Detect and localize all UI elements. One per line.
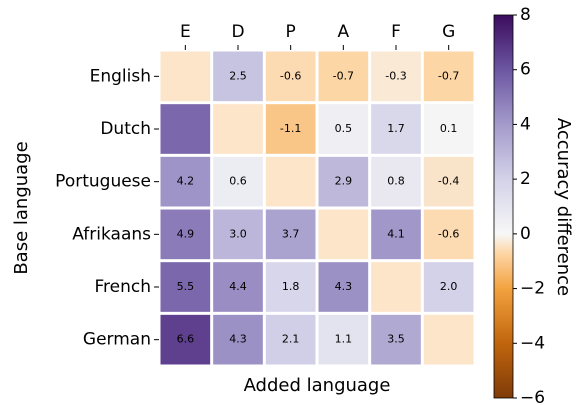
y-axis-label: Base language [11, 141, 32, 274]
cell-label: 4.2 [177, 175, 195, 188]
heatmap-cell [160, 209, 211, 260]
cell-label: 2.0 [440, 280, 458, 293]
y-tick-label: Afrikaans [72, 224, 151, 244]
cell-label: 1.8 [282, 280, 300, 293]
y-tick-label: Portuguese [55, 172, 151, 192]
x-tick-label: F [391, 22, 401, 42]
heatmap-cell [265, 262, 316, 312]
x-tick-label: P [286, 22, 296, 42]
colorbar-tick-label: 8 [520, 5, 531, 25]
cell-label: 0.1 [440, 122, 458, 135]
heatmap-cell [371, 314, 421, 365]
heatmap-cell [371, 51, 421, 102]
heatmap-cell [318, 314, 369, 365]
heatmap-cell [423, 209, 474, 260]
cell-label: -0.4 [438, 175, 459, 188]
heatmap-cell [423, 51, 474, 102]
heatmap-cell [160, 51, 211, 102]
x-tick-label: A [338, 22, 350, 42]
colorbar-tick-label: −2 [520, 279, 545, 299]
cell-label: -0.3 [385, 69, 406, 82]
heatmap-cell [423, 156, 474, 207]
cell-label: 4.4 [229, 280, 247, 293]
cell-label: -0.6 [438, 227, 459, 240]
heatmap-cell [318, 104, 369, 154]
heatmap-cell [213, 104, 263, 154]
heatmap-cell [265, 209, 316, 260]
heatmap-cell [265, 104, 316, 154]
cell-label: 5.5 [177, 280, 195, 293]
cell-label: 4.3 [229, 333, 247, 346]
y-tick-label: German [83, 330, 151, 350]
colorbar-label: Accuracy difference [553, 118, 574, 296]
heatmap-cell [213, 209, 263, 260]
cell-label: 1.7 [387, 122, 405, 135]
cell-label: 0.8 [387, 175, 405, 188]
y-tick-label: English [90, 66, 151, 86]
heatmap-cell [160, 262, 211, 312]
heatmap-cell [213, 262, 263, 312]
cell-label: 4.1 [387, 227, 405, 240]
heatmap-cell [423, 104, 474, 154]
cell-label: -0.6 [280, 69, 301, 82]
colorbar-tick-label: −6 [520, 388, 545, 405]
x-tick-label: D [231, 22, 244, 42]
cell-label: 3.5 [387, 333, 405, 346]
cell-label: -1.1 [280, 122, 301, 135]
cell-label: 2.1 [282, 333, 300, 346]
heatmap-cell [318, 209, 369, 260]
y-tick-label: Dutch [100, 119, 151, 139]
cell-label: 4.9 [177, 227, 195, 240]
x-tick-label: G [442, 22, 455, 42]
x-axis-label: Added language [244, 375, 391, 396]
colorbar-tick-label: 4 [520, 114, 531, 134]
heatmap-cell [213, 314, 263, 365]
cell-label: -0.7 [333, 69, 354, 82]
cell-label: 2.5 [229, 69, 247, 82]
cell-label: -0.7 [438, 69, 459, 82]
heatmap-cell [160, 314, 211, 365]
heatmap-cell [265, 51, 316, 102]
cell-label: 1.1 [335, 333, 353, 346]
heatmap-cell [371, 104, 421, 154]
cell-label: 0.5 [335, 122, 353, 135]
heatmap-cell [423, 314, 474, 365]
cell-label: 3.0 [229, 227, 247, 240]
heatmap-cell [160, 156, 211, 207]
heatmap-cell [371, 262, 421, 312]
colorbar-tick-label: 2 [520, 169, 531, 189]
x-tick-label: E [180, 22, 191, 42]
heatmap-cell [318, 51, 369, 102]
cell-label: 3.7 [282, 227, 300, 240]
heatmap-cell [213, 51, 263, 102]
heatmap-cell [371, 209, 421, 260]
heatmap-cell [423, 262, 474, 312]
heatmap-cell [318, 262, 369, 312]
heatmap-cell [318, 156, 369, 207]
colorbar-tick-label: −4 [520, 333, 545, 353]
heatmap-cell [160, 104, 211, 154]
cell-label: 0.6 [229, 175, 247, 188]
colorbar [493, 14, 514, 399]
heatmap-cell [265, 314, 316, 365]
heatmap-cell [265, 156, 316, 207]
colorbar-tick-label: 0 [520, 224, 531, 244]
heatmap-cell [213, 156, 263, 207]
heatmap-cell [371, 156, 421, 207]
colorbar-tick-label: 6 [520, 60, 531, 80]
cell-label: 4.3 [335, 280, 353, 293]
cell-label: 6.6 [177, 333, 195, 346]
y-tick-label: French [94, 277, 151, 297]
cell-label: 2.9 [335, 175, 353, 188]
